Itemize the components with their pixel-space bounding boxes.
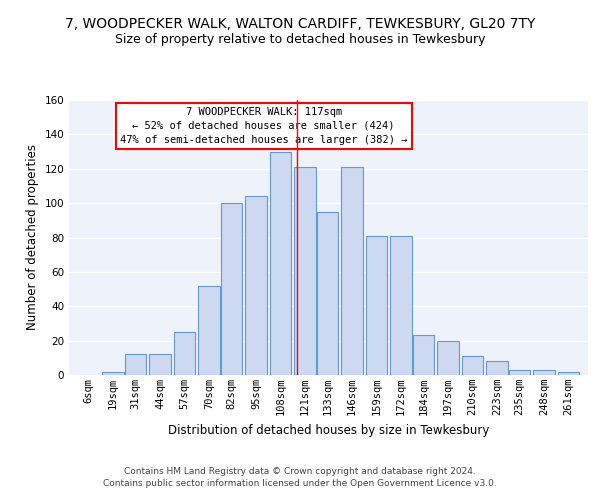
- Bar: [390, 236, 412, 375]
- Bar: [413, 336, 434, 375]
- Bar: [365, 236, 388, 375]
- Bar: [533, 370, 555, 375]
- Bar: [294, 167, 316, 375]
- X-axis label: Distribution of detached houses by size in Tewkesbury: Distribution of detached houses by size …: [168, 424, 489, 436]
- Y-axis label: Number of detached properties: Number of detached properties: [26, 144, 39, 330]
- Text: Contains HM Land Registry data © Crown copyright and database right 2024.
Contai: Contains HM Land Registry data © Crown c…: [103, 466, 497, 487]
- Bar: [317, 212, 338, 375]
- Bar: [437, 340, 459, 375]
- Bar: [557, 372, 579, 375]
- Bar: [509, 370, 530, 375]
- Bar: [269, 152, 292, 375]
- Bar: [486, 361, 508, 375]
- Bar: [102, 372, 124, 375]
- Text: 7, WOODPECKER WALK, WALTON CARDIFF, TEWKESBURY, GL20 7TY: 7, WOODPECKER WALK, WALTON CARDIFF, TEWK…: [65, 18, 535, 32]
- Bar: [125, 354, 146, 375]
- Bar: [174, 332, 196, 375]
- Bar: [198, 286, 220, 375]
- Bar: [149, 354, 171, 375]
- Text: Size of property relative to detached houses in Tewkesbury: Size of property relative to detached ho…: [115, 32, 485, 46]
- Bar: [221, 203, 242, 375]
- Bar: [341, 167, 363, 375]
- Bar: [461, 356, 483, 375]
- Bar: [245, 196, 267, 375]
- Text: 7 WOODPECKER WALK: 117sqm
← 52% of detached houses are smaller (424)
47% of semi: 7 WOODPECKER WALK: 117sqm ← 52% of detac…: [120, 107, 407, 145]
